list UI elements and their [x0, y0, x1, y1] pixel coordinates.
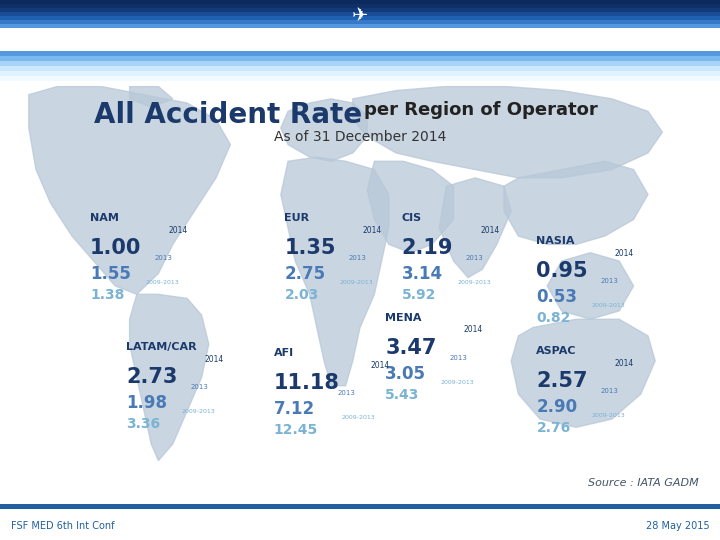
Polygon shape	[281, 157, 389, 386]
Bar	[0, 16, 720, 20]
Text: IATA: IATA	[346, 32, 374, 42]
Text: 2009-2013: 2009-2013	[181, 409, 215, 414]
Bar	[0, 66, 720, 71]
Text: 2009-2013: 2009-2013	[340, 280, 374, 285]
Text: 2013: 2013	[466, 255, 484, 261]
Text: 2009-2013: 2009-2013	[592, 302, 626, 308]
Text: 2014: 2014	[371, 361, 390, 370]
Text: 1.38: 1.38	[90, 288, 125, 302]
Text: 2009-2013: 2009-2013	[457, 280, 491, 285]
Text: 3.36: 3.36	[126, 417, 160, 431]
Polygon shape	[504, 161, 648, 245]
Polygon shape	[281, 99, 367, 161]
Bar	[0, 4, 720, 8]
Polygon shape	[130, 294, 209, 461]
Polygon shape	[367, 161, 454, 253]
Polygon shape	[439, 178, 511, 278]
Text: ✈: ✈	[352, 6, 368, 25]
Text: ASPAC: ASPAC	[536, 346, 577, 356]
Text: Source : IATA GADM: Source : IATA GADM	[588, 478, 698, 488]
Text: 2009-2013: 2009-2013	[592, 413, 626, 418]
Text: 2013: 2013	[449, 355, 467, 361]
Text: 12.45: 12.45	[274, 423, 318, 437]
Text: 2013: 2013	[154, 255, 172, 261]
Text: CIS: CIS	[402, 213, 422, 223]
Text: 1.55: 1.55	[90, 265, 131, 283]
Text: 2013: 2013	[348, 255, 366, 261]
Text: 1.35: 1.35	[284, 238, 336, 258]
Bar	[0, 12, 720, 16]
Text: 2013: 2013	[600, 388, 618, 394]
Text: 11.18: 11.18	[274, 373, 339, 393]
Text: 3.47: 3.47	[385, 338, 436, 358]
Text: 2014: 2014	[363, 226, 382, 235]
Text: per Region of Operator: per Region of Operator	[364, 101, 598, 119]
Text: MENA: MENA	[385, 313, 422, 323]
Text: 2014: 2014	[168, 226, 188, 235]
Text: 2014: 2014	[615, 359, 634, 368]
Bar	[0, 0, 720, 4]
Text: 7.12: 7.12	[274, 400, 315, 418]
Text: 3.05: 3.05	[385, 365, 426, 383]
Polygon shape	[29, 86, 230, 294]
Bar	[0, 504, 720, 509]
Text: FSF MED 6th Int Conf: FSF MED 6th Int Conf	[11, 521, 114, 531]
Text: 2014: 2014	[464, 326, 483, 334]
Polygon shape	[547, 253, 634, 319]
Polygon shape	[353, 86, 662, 178]
Text: 2009-2013: 2009-2013	[441, 380, 474, 384]
Bar	[0, 82, 720, 86]
Text: AFI: AFI	[274, 348, 294, 359]
Text: 2013: 2013	[600, 278, 618, 284]
Text: 2009-2013: 2009-2013	[342, 415, 376, 420]
Text: EUR: EUR	[284, 213, 310, 223]
Text: NASIA: NASIA	[536, 236, 575, 246]
Bar	[0, 76, 720, 82]
Bar	[0, 71, 720, 76]
Text: 2009-2013: 2009-2013	[145, 280, 179, 285]
Text: 0.82: 0.82	[536, 311, 571, 325]
Text: All Accident Rate: All Accident Rate	[94, 101, 361, 129]
Text: 1.98: 1.98	[126, 394, 167, 412]
Text: 2.76: 2.76	[536, 421, 571, 435]
Text: 2.75: 2.75	[284, 265, 325, 283]
Polygon shape	[511, 319, 655, 427]
Text: 2013: 2013	[338, 390, 356, 396]
Text: 2013: 2013	[190, 384, 208, 390]
Bar	[0, 24, 720, 28]
Text: LATAM/CAR: LATAM/CAR	[126, 342, 197, 352]
Text: 0.95: 0.95	[536, 261, 588, 281]
Text: 3.14: 3.14	[402, 265, 443, 283]
Text: NAM: NAM	[90, 213, 119, 223]
Text: 1.00: 1.00	[90, 238, 141, 258]
Text: 2.57: 2.57	[536, 371, 588, 391]
Polygon shape	[130, 86, 173, 107]
Bar	[0, 20, 720, 24]
Text: 2.19: 2.19	[402, 238, 454, 258]
Text: As of 31 December 2014: As of 31 December 2014	[274, 130, 446, 144]
Bar	[0, 8, 720, 12]
Text: 28 May 2015: 28 May 2015	[646, 521, 709, 531]
Text: 2014: 2014	[480, 226, 500, 235]
Text: 2.03: 2.03	[284, 288, 319, 302]
Bar	[0, 51, 720, 56]
Text: 2.90: 2.90	[536, 399, 577, 416]
Text: 0.53: 0.53	[536, 288, 577, 306]
Text: 5.43: 5.43	[385, 388, 420, 402]
Text: 2014: 2014	[615, 248, 634, 258]
Bar	[0, 56, 720, 62]
Bar	[0, 62, 720, 66]
Text: 2.73: 2.73	[126, 367, 177, 387]
Text: 2014: 2014	[204, 355, 224, 363]
Text: 5.92: 5.92	[402, 288, 436, 302]
